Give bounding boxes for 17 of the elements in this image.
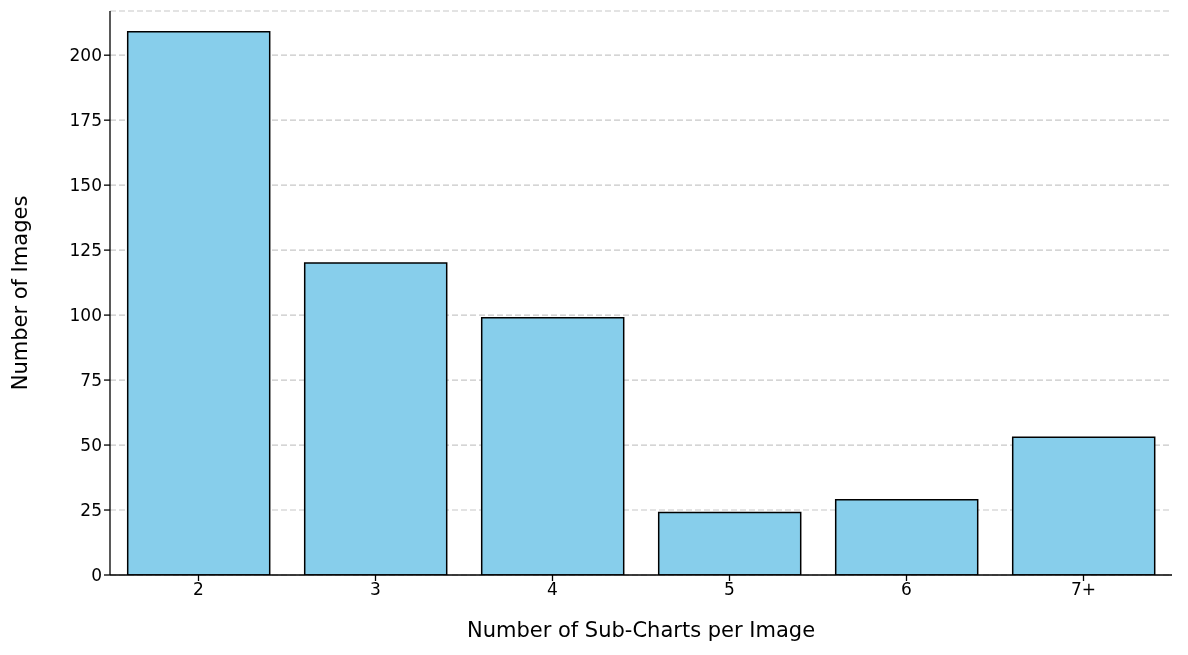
x-axis-title: Number of Sub-Charts per Image: [466, 618, 816, 642]
y-tick-label: 25: [80, 500, 102, 521]
x-tick-label: 2: [193, 579, 204, 600]
y-tick-label: 125: [69, 240, 102, 261]
x-tick-label: 5: [724, 579, 735, 600]
y-tick-label: 175: [69, 110, 102, 131]
x-tick-label: 4: [547, 579, 558, 600]
x-tick-label: 3: [370, 579, 381, 600]
y-tick-label: 0: [91, 565, 102, 586]
x-tick-label: 6: [901, 579, 912, 600]
y-tick-label: 75: [80, 370, 102, 391]
y-tick-label: 100: [69, 305, 102, 326]
x-tick-label: 7+: [1070, 579, 1097, 600]
y-tick-label: 150: [69, 175, 102, 196]
y-tick-label: 50: [80, 435, 102, 456]
y-tick-label: 200: [69, 45, 102, 66]
y-axis-title: Number of Images: [8, 195, 33, 391]
